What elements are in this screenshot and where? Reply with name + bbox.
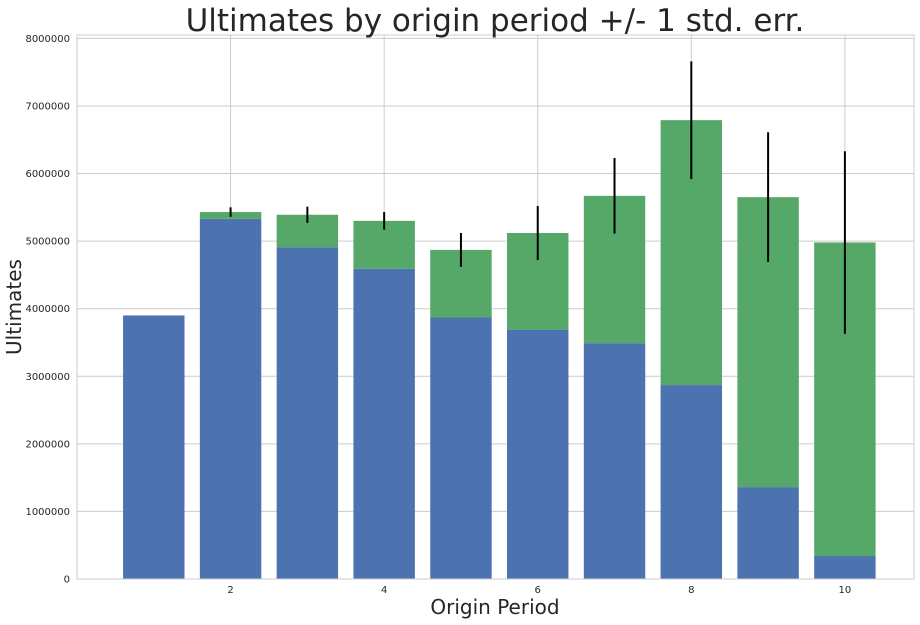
plot-frame bbox=[76, 34, 915, 580]
y-axis-label: Ultimates bbox=[2, 259, 26, 355]
x-tick-label: 8 bbox=[688, 585, 694, 596]
x-tick-label: 2 bbox=[227, 585, 233, 596]
bar-segment-lower bbox=[737, 487, 799, 579]
y-tick-label: 7000000 bbox=[25, 101, 70, 112]
y-tick-label: 3000000 bbox=[25, 372, 70, 383]
x-tick-label: 6 bbox=[535, 585, 541, 596]
y-tick-label: 2000000 bbox=[25, 439, 70, 450]
x-axis-label: Origin Period bbox=[430, 595, 559, 619]
x-tick-label: 10 bbox=[839, 585, 852, 596]
bar-segment-lower bbox=[276, 247, 339, 579]
y-tick-label: 8000000 bbox=[25, 34, 70, 45]
bar-segment-lower bbox=[199, 218, 262, 580]
y-tick-label: 5000000 bbox=[25, 237, 70, 248]
bar-segment-lower bbox=[353, 268, 415, 579]
tick-labels: 0 1000000 2000000 3000000 4000000 5000000 6000… bbox=[25, 34, 851, 596]
x-tick-label: 4 bbox=[381, 585, 387, 596]
bar-segment-lower bbox=[583, 343, 646, 579]
y-tick-label: 0 bbox=[64, 575, 70, 586]
bar-segment-lower bbox=[507, 329, 569, 579]
bars bbox=[123, 120, 876, 580]
bar-segment-lower bbox=[123, 315, 185, 579]
bar-segment-lower bbox=[814, 556, 876, 579]
chart-title: Ultimates by origin period +/- 1 std. er… bbox=[186, 3, 805, 39]
y-tick-label: 6000000 bbox=[25, 169, 70, 180]
bar-segment-lower bbox=[430, 317, 492, 579]
y-tick-label: 4000000 bbox=[25, 304, 70, 315]
bar-segment-lower bbox=[660, 385, 723, 579]
y-tick-label: 1000000 bbox=[25, 507, 70, 518]
error-bars bbox=[229, 61, 846, 334]
